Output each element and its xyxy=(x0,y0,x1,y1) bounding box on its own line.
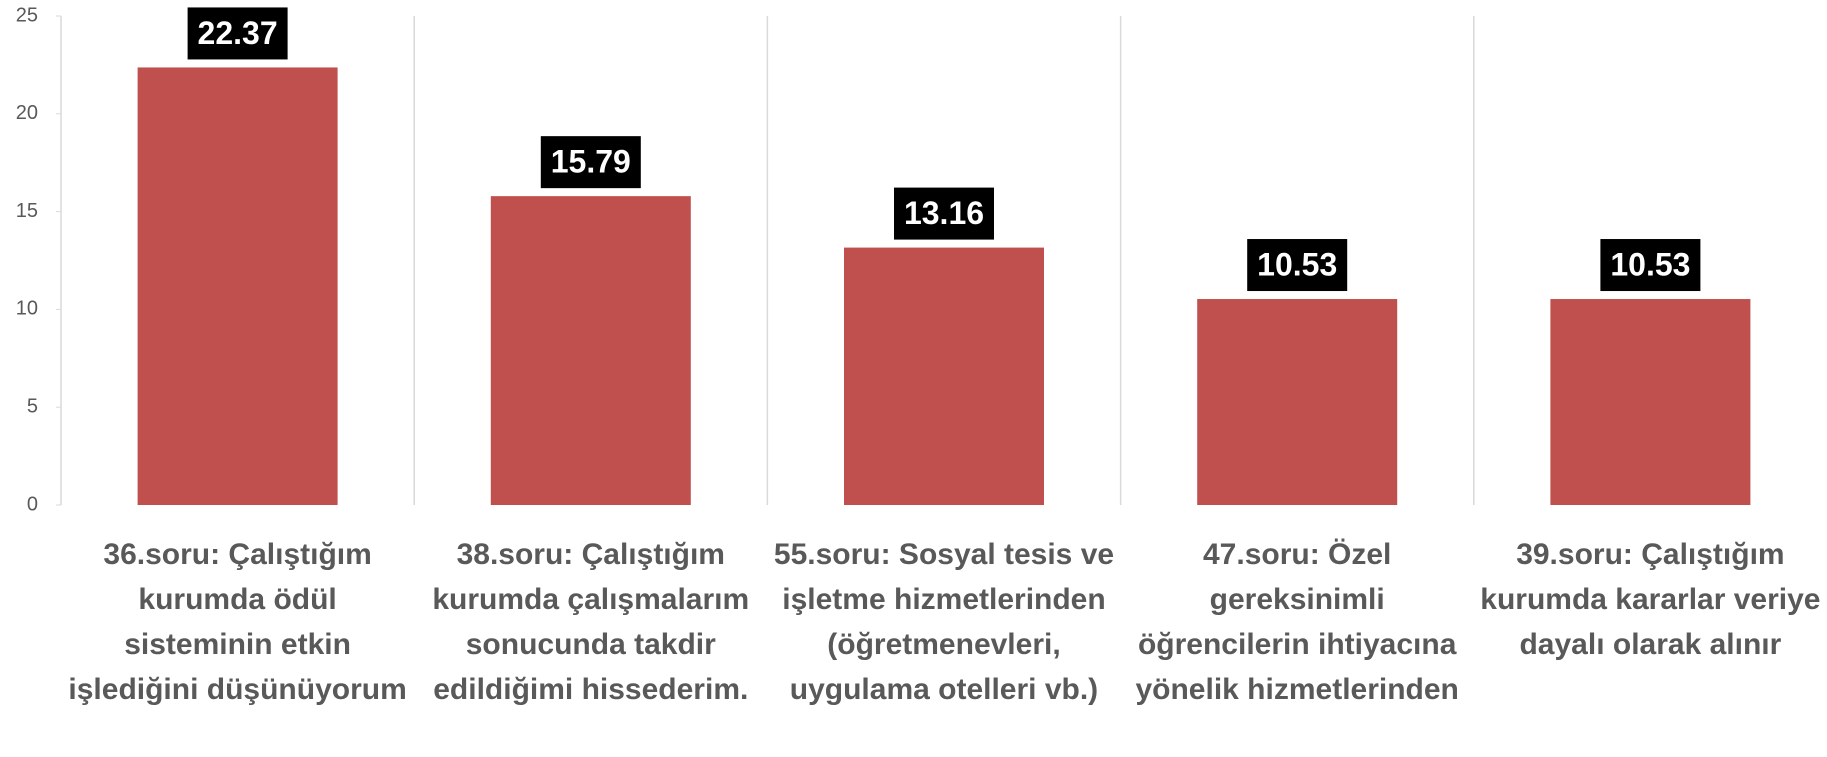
y-tick-label: 5 xyxy=(27,395,38,417)
data-label-box xyxy=(1247,239,1348,292)
data-label: 13.16 xyxy=(904,195,984,231)
data-label-box xyxy=(187,7,288,60)
bar xyxy=(137,67,338,505)
data-label-box xyxy=(894,187,994,240)
x-tick-label: 47.soru: Özel gereksinimli öğrencilerin … xyxy=(1135,538,1459,706)
data-label: 15.79 xyxy=(551,144,631,180)
bar xyxy=(1197,299,1398,505)
y-tick-label: 15 xyxy=(16,200,38,222)
data-label: 10.53 xyxy=(1257,246,1337,282)
data-label: 22.37 xyxy=(198,15,278,51)
y-tick-label: 25 xyxy=(16,4,38,26)
y-tick-label: 10 xyxy=(16,298,38,320)
data-label-box xyxy=(540,136,641,189)
x-tick-label: 39.soru: Çalıştığım kurumda kararlar ver… xyxy=(1480,538,1821,661)
bar xyxy=(1550,299,1751,505)
x-tick-label: 38.soru: Çalıştığım kurumda çalışmalarım… xyxy=(432,538,750,706)
bar xyxy=(844,247,1044,505)
x-tick-label: 55.soru: Sosyal tesis ve işletme hizmetl… xyxy=(773,538,1115,706)
bar xyxy=(490,196,691,506)
data-label-box xyxy=(1600,239,1701,292)
data-label: 10.53 xyxy=(1610,246,1690,282)
y-tick-label: 0 xyxy=(27,493,38,515)
y-tick-label: 20 xyxy=(16,102,38,124)
x-tick-label: 36.soru: Çalıştığım kurumda ödül sistemi… xyxy=(68,538,407,706)
